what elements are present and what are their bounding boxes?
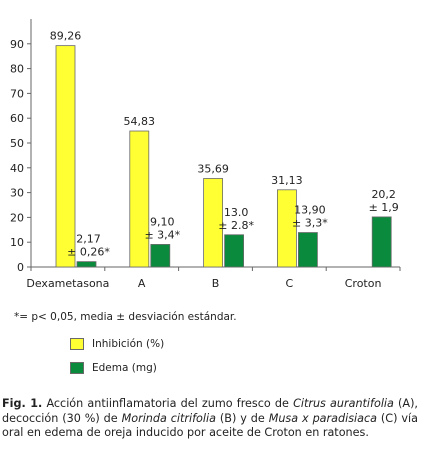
data-label: ± 3,3*: [292, 217, 328, 230]
x-tick-label: C: [285, 277, 293, 290]
data-label: 54,83: [124, 115, 156, 128]
y-tick-label: 50: [10, 137, 24, 150]
x-tick-label: B: [212, 277, 220, 290]
bar-inhibicion: [203, 178, 224, 268]
x-tick-label: Dexametasona: [26, 277, 109, 290]
data-label: ± 1,9: [369, 201, 399, 214]
bar-edema: [224, 234, 245, 268]
legend-item-inhibicion: Inhibición (%): [70, 337, 164, 351]
bar-edema: [150, 244, 171, 268]
bar-inhibicion: [129, 130, 150, 268]
legend: Inhibición (%) Edema (mg): [70, 337, 164, 385]
caption-species-1: Citrus aurantifolia: [293, 397, 394, 410]
y-tick-label: 90: [10, 38, 24, 51]
data-label: 89,26: [50, 30, 82, 43]
y-tick-label: 0: [17, 261, 24, 274]
data-label: 9,10: [150, 215, 175, 228]
data-label: 2,17: [76, 233, 101, 246]
figure-caption: Fig. 1. Acción antiinflamatoria del zumo…: [2, 397, 418, 441]
legend-swatch-inhibicion: [70, 338, 84, 350]
bar-edema: [297, 232, 318, 268]
caption-text-1: Acción antiinflamatoria del zumo fresco …: [42, 397, 294, 410]
y-tick-label: 40: [10, 162, 24, 175]
data-label: 20,2: [371, 188, 396, 201]
y-tick-label: 30: [10, 187, 24, 200]
caption-text-2: (A), decocción (30 %) de: [2, 397, 418, 425]
bar-inhibicion: [276, 189, 297, 268]
legend-label-edema: Edema (mg): [92, 362, 157, 374]
data-label: 31,13: [271, 174, 303, 187]
y-tick-label: 60: [10, 112, 24, 125]
caption-text-4: (C) vía oral en edema de oreja inducido …: [2, 411, 418, 440]
y-tick-label: 70: [10, 87, 24, 100]
data-label: ± 0,26*: [67, 246, 110, 259]
bar-chart: 0 10 20 30 40 50 60 70 80 90 Dexametasona A B C Croton…: [10, 19, 401, 290]
caption-text-3: (B) y de: [215, 411, 269, 425]
data-label: 35,69: [197, 162, 229, 175]
legend-label-inhibicion: Inhibición (%): [92, 338, 165, 350]
legend-item-edema: Edema (mg): [70, 361, 164, 375]
y-tick-label: 10: [10, 236, 24, 249]
data-label: ± 3,4*: [144, 228, 180, 241]
caption-species-2: Morinda citrifolia: [121, 411, 216, 425]
bar-edema: [371, 216, 392, 268]
footnote: *= p< 0,05, media ± desviación estándar.: [14, 311, 237, 323]
x-tick-label: A: [138, 277, 146, 290]
data-label: ± 2.8*: [218, 219, 254, 232]
data-label: 13.0: [224, 206, 249, 219]
y-tick-label: 80: [10, 63, 24, 76]
caption-species-3: Musa x paradisiaca: [268, 411, 377, 425]
bar-inhibicion: [55, 45, 76, 268]
caption-fig-label: Fig. 1.: [2, 397, 43, 410]
y-tick-label: 20: [10, 211, 24, 224]
data-label: 13,90: [294, 204, 326, 217]
x-tick-label: Croton: [345, 277, 382, 290]
bar-edema: [76, 261, 97, 268]
legend-swatch-edema: [70, 362, 84, 374]
